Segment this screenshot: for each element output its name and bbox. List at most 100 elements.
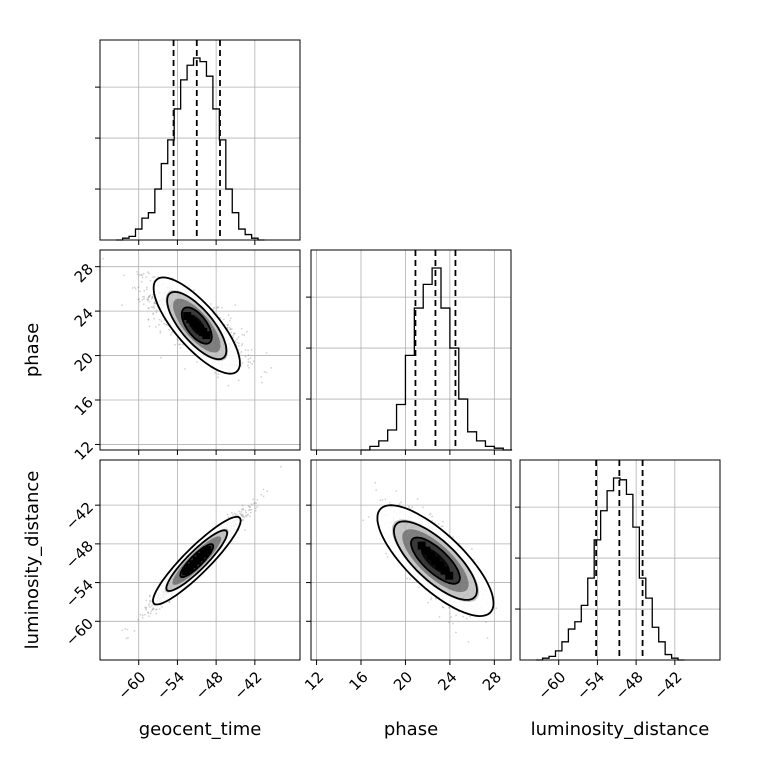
sample-point bbox=[141, 616, 144, 619]
sample-point bbox=[262, 488, 265, 491]
histogram-luminosity_distance bbox=[536, 477, 685, 661]
sample-point bbox=[455, 614, 457, 617]
x-axis-label-luminosity_distance: luminosity_distance bbox=[531, 719, 710, 740]
sample-point bbox=[136, 271, 138, 273]
sample-point bbox=[152, 607, 155, 610]
sample-point bbox=[374, 481, 377, 484]
sample-point bbox=[416, 498, 419, 500]
sample-point bbox=[247, 505, 250, 508]
sample-point bbox=[400, 501, 402, 504]
sample-point bbox=[485, 621, 487, 623]
sample-point bbox=[381, 498, 384, 501]
sample-point bbox=[153, 317, 156, 320]
sample-point bbox=[143, 613, 146, 616]
sample-point bbox=[163, 322, 166, 325]
sample-point bbox=[215, 307, 218, 310]
sample-point bbox=[148, 606, 151, 608]
sample-point bbox=[160, 320, 163, 323]
sample-point bbox=[152, 608, 154, 611]
sample-point bbox=[452, 622, 454, 625]
sample-point bbox=[145, 608, 148, 611]
contour-0.99 bbox=[152, 515, 242, 606]
sample-point bbox=[232, 334, 234, 337]
sample-point bbox=[126, 628, 129, 631]
pair-content bbox=[311, 460, 511, 660]
sample-point bbox=[462, 615, 465, 618]
sample-point bbox=[469, 615, 471, 618]
sample-point bbox=[149, 612, 152, 615]
sample-point bbox=[141, 614, 144, 617]
sample-point bbox=[148, 595, 151, 598]
sample-point bbox=[149, 294, 152, 297]
sample-point bbox=[133, 286, 136, 289]
sample-point bbox=[142, 272, 145, 275]
sample-point bbox=[147, 299, 149, 301]
sample-point bbox=[243, 516, 246, 519]
sample-point bbox=[222, 318, 225, 321]
contour-0.39 bbox=[180, 306, 213, 345]
sample-point bbox=[139, 290, 142, 293]
sample-point bbox=[375, 489, 378, 491]
sample-point bbox=[150, 610, 153, 613]
sample-point bbox=[280, 465, 282, 468]
sample-point bbox=[430, 597, 433, 599]
sample-point bbox=[131, 287, 134, 289]
sample-point bbox=[155, 309, 158, 312]
sample-point bbox=[422, 506, 424, 509]
sample-point bbox=[147, 318, 150, 321]
sample-point bbox=[263, 370, 266, 373]
sample-point bbox=[448, 621, 450, 623]
sample-point bbox=[270, 367, 273, 369]
sample-point bbox=[435, 597, 437, 600]
sample-point bbox=[138, 300, 141, 303]
contour-0.99 bbox=[376, 504, 495, 618]
sample-point bbox=[155, 608, 157, 611]
sample-point bbox=[244, 509, 247, 512]
sample-point bbox=[433, 521, 436, 524]
sample-point bbox=[146, 286, 148, 289]
sample-point bbox=[248, 509, 250, 511]
sample-point bbox=[143, 297, 146, 300]
sample-point bbox=[158, 608, 161, 610]
sample-point bbox=[241, 343, 244, 345]
density-peak-pixel bbox=[203, 546, 212, 555]
density-peak-pixel bbox=[422, 546, 431, 555]
sample-point bbox=[219, 317, 222, 319]
contour-0.99 bbox=[152, 276, 241, 375]
sample-point bbox=[176, 338, 179, 340]
sample-point bbox=[148, 300, 151, 303]
sample-point bbox=[148, 615, 150, 617]
sample-point bbox=[153, 302, 156, 305]
sample-point bbox=[233, 332, 236, 335]
sample-point bbox=[193, 289, 195, 292]
sample-point bbox=[228, 326, 231, 329]
sample-point bbox=[495, 607, 498, 610]
sample-point bbox=[467, 641, 470, 643]
sample-point bbox=[265, 371, 268, 374]
sample-point bbox=[240, 351, 243, 353]
sample-point bbox=[149, 279, 152, 282]
contour-0.86 bbox=[166, 290, 228, 361]
sample-point bbox=[196, 361, 198, 363]
sample-point bbox=[429, 598, 432, 601]
sample-point bbox=[141, 276, 144, 279]
sample-point bbox=[149, 599, 151, 602]
sample-point bbox=[262, 495, 265, 498]
sample-point bbox=[217, 306, 220, 309]
sample-point bbox=[251, 363, 254, 365]
sample-point bbox=[241, 519, 244, 522]
sample-point bbox=[151, 608, 154, 611]
sample-point bbox=[431, 515, 434, 518]
pair-content bbox=[100, 250, 300, 450]
sample-point bbox=[367, 516, 370, 518]
sample-point bbox=[260, 494, 263, 496]
sample-point bbox=[240, 515, 243, 517]
sample-point bbox=[232, 513, 234, 516]
sample-point bbox=[247, 349, 250, 352]
sample-point bbox=[253, 502, 255, 505]
sample-point bbox=[252, 498, 255, 501]
panel-frame bbox=[99, 249, 301, 451]
sample-point bbox=[142, 303, 145, 305]
sample-point bbox=[229, 317, 232, 320]
